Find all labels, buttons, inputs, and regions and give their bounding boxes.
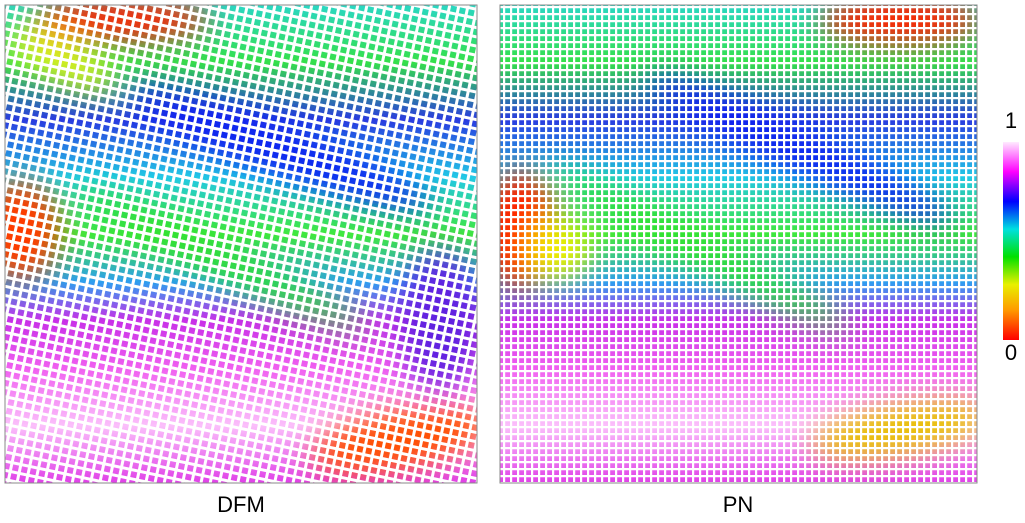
- colorbar-tick-label: 0: [1005, 340, 1017, 365]
- colorbar: [1003, 142, 1019, 340]
- grid-overlay: [500, 5, 977, 483]
- panel-label: DFM: [217, 492, 265, 517]
- panel-label: PN: [723, 492, 754, 517]
- colorbar-tick-label: 1: [1005, 108, 1017, 133]
- panel-frame: [499, 4, 978, 484]
- pn-field: [500, 5, 977, 483]
- dot-overlay: [5, 5, 477, 483]
- dfm-field: [5, 5, 477, 483]
- panel-frame: [4, 4, 478, 484]
